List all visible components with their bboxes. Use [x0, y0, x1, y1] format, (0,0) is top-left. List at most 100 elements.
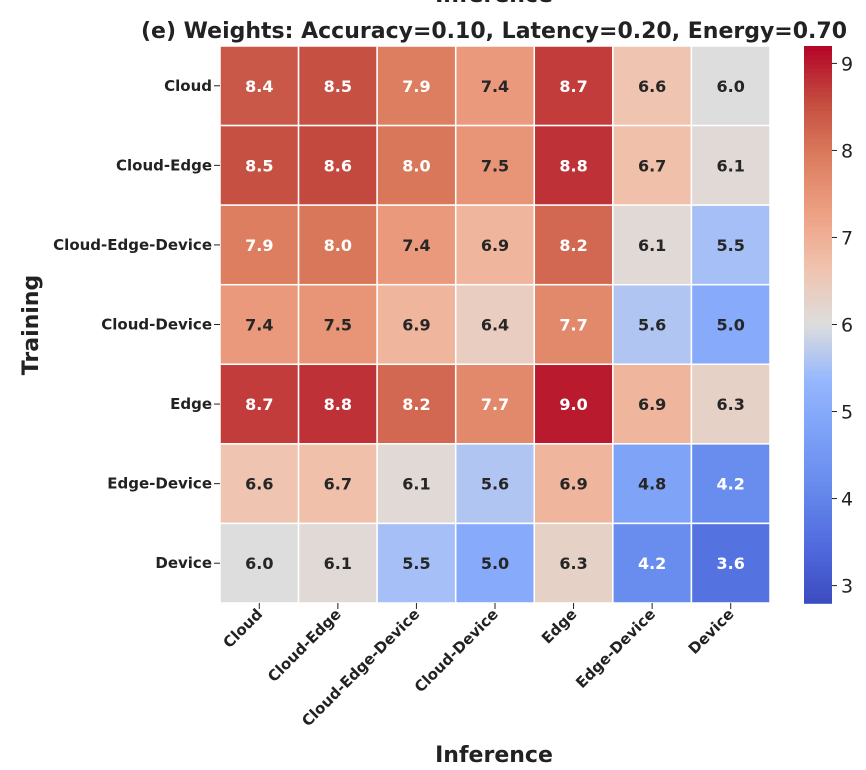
colorbar-segment	[804, 152, 832, 159]
cell-value-label: 6.9	[481, 236, 509, 255]
colorbar-segment	[804, 166, 832, 173]
cell-value-label: 6.9	[559, 475, 587, 494]
colorbar-segment	[804, 64, 832, 71]
cell-value-label: 5.5	[717, 236, 745, 255]
x-tick-label: Edge-Device	[572, 605, 659, 692]
colorbar-segment	[804, 473, 832, 479]
cell-value-label: 6.6	[245, 475, 273, 494]
colorbar-segment	[804, 171, 832, 177]
colorbar-segment	[804, 250, 832, 256]
colorbar-segment	[804, 352, 832, 358]
colorbar-segment	[804, 449, 832, 456]
colorbar-segment	[804, 157, 832, 163]
heatmap-cell	[612, 204, 693, 286]
colorbar-segment	[804, 73, 832, 80]
colorbar-segment	[804, 296, 832, 303]
colorbar-segment	[804, 366, 832, 372]
colorbar-segment	[804, 551, 832, 558]
colorbar: 3 4 5 6 7 8 9	[804, 46, 853, 604]
colorbar-segment	[804, 259, 832, 265]
heatmap-cell	[219, 283, 300, 366]
heatmap-cell	[612, 283, 693, 366]
colorbar-segment	[804, 282, 832, 289]
colorbar-segment	[804, 370, 832, 377]
colorbar-segment	[804, 547, 832, 553]
colorbar-segment	[804, 579, 832, 586]
cell-value-label: 9.0	[559, 395, 587, 414]
cell-value-label: 7.4	[481, 77, 509, 96]
colorbar-segment	[804, 561, 832, 567]
colorbar-segment	[804, 110, 832, 117]
heatmap-cell	[690, 522, 771, 604]
cell-value-label: 6.4	[481, 315, 509, 334]
colorbar-segment	[804, 380, 832, 386]
colorbar-segment	[804, 459, 832, 465]
cell-value-label: 6.9	[638, 395, 666, 414]
colorbar-segment	[804, 412, 832, 419]
cell-value-label: 6.7	[638, 156, 666, 175]
colorbar-segment	[804, 264, 832, 270]
cell-value-label: 8.2	[559, 236, 587, 255]
heatmap-cell	[533, 443, 614, 525]
colorbar-tick-label: 4	[841, 489, 853, 511]
heatmap-cell	[612, 45, 693, 127]
colorbar-segment	[804, 333, 832, 340]
colorbar-segment	[804, 584, 832, 590]
heatmap-cell	[690, 443, 771, 525]
colorbar-segment	[804, 403, 832, 409]
colorbar-segment	[804, 148, 832, 154]
cell-value-label: 8.7	[559, 77, 587, 96]
heatmap-cell	[297, 443, 378, 525]
cell-value-label: 7.4	[245, 315, 273, 334]
heatmap-cell	[454, 283, 536, 366]
colorbar-segment	[804, 87, 832, 94]
colorbar-segment	[804, 78, 832, 84]
colorbar-segment	[804, 389, 832, 395]
colorbar-segment	[804, 575, 832, 581]
colorbar-segment	[804, 50, 832, 57]
heatmap-cell	[690, 124, 771, 206]
colorbar-segment	[804, 533, 832, 539]
colorbar-segment	[804, 305, 832, 312]
colorbar-segment	[804, 435, 832, 442]
cell-value-label: 5.5	[402, 554, 430, 573]
colorbar-segment	[804, 185, 832, 191]
colorbar-segment	[804, 134, 832, 140]
colorbar-segment	[804, 421, 832, 428]
colorbar-segment	[804, 55, 832, 61]
colorbar-segment	[804, 92, 832, 98]
x-tick-label: Cloud-Device	[411, 605, 502, 696]
y-tick-label: Cloud-Edge	[116, 156, 212, 174]
cell-value-label: 5.0	[717, 315, 745, 334]
colorbar-segment	[804, 194, 832, 200]
colorbar-segment	[804, 301, 832, 307]
colorbar-segment	[804, 343, 832, 349]
colorbar-segment	[804, 338, 832, 344]
heatmap-cell	[297, 45, 378, 127]
colorbar-segment	[804, 180, 832, 187]
heatmap-cell	[690, 204, 771, 286]
cell-value-label: 8.2	[402, 395, 430, 414]
cell-value-label: 8.6	[324, 156, 352, 175]
colorbar-segment	[804, 468, 832, 474]
x-tick-label: Device	[685, 605, 738, 658]
colorbar-segment	[804, 101, 832, 108]
cell-value-label: 6.7	[324, 475, 352, 494]
colorbar-tick-label: 7	[841, 227, 853, 249]
heatmap-cell	[219, 363, 300, 445]
colorbar-tick-label: 6	[841, 315, 853, 337]
colorbar-segment	[804, 319, 832, 326]
cell-value-label: 6.9	[402, 315, 430, 334]
cell-value-label: 6.1	[638, 236, 666, 255]
colorbar-segment	[804, 278, 832, 284]
cell-value-label: 5.6	[638, 315, 666, 334]
cell-value-label: 7.4	[402, 236, 430, 255]
colorbar-segment	[804, 231, 832, 238]
heatmap-cell	[376, 45, 457, 127]
colorbar-segment	[804, 245, 832, 252]
colorbar-segment	[804, 273, 832, 279]
colorbar-segment	[804, 482, 832, 488]
cell-value-label: 6.1	[717, 156, 745, 175]
colorbar-segment	[804, 69, 832, 75]
heatmap-cell	[690, 283, 771, 366]
